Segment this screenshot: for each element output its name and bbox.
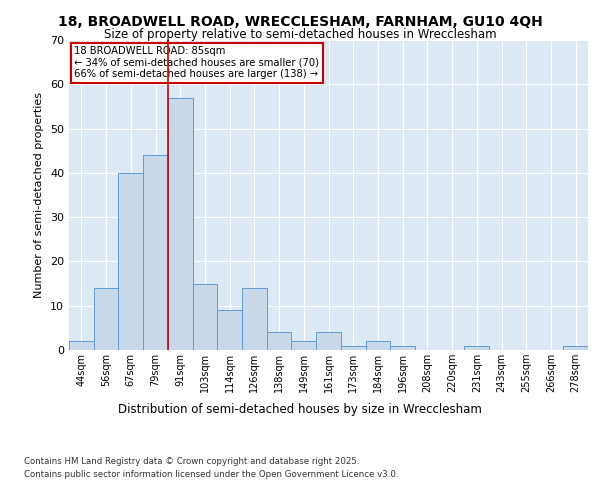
Bar [292, 341, 316, 350]
Bar [390, 346, 415, 350]
Text: 18, BROADWELL ROAD, WRECCLESHAM, FARNHAM, GU10 4QH: 18, BROADWELL ROAD, WRECCLESHAM, FARNHAM… [58, 15, 542, 29]
Bar [464, 346, 489, 350]
Text: 18 BROADWELL ROAD: 85sqm
← 34% of semi-detached houses are smaller (70)
66% of s: 18 BROADWELL ROAD: 85sqm ← 34% of semi-d… [74, 46, 319, 80]
Bar [94, 288, 118, 350]
Text: Contains public sector information licensed under the Open Government Licence v3: Contains public sector information licen… [24, 470, 398, 479]
Text: Size of property relative to semi-detached houses in Wrecclesham: Size of property relative to semi-detach… [104, 28, 496, 41]
Bar [118, 173, 143, 350]
Y-axis label: Number of semi-detached properties: Number of semi-detached properties [34, 92, 44, 298]
Bar [341, 346, 365, 350]
Bar [267, 332, 292, 350]
Bar [193, 284, 217, 350]
Bar [143, 155, 168, 350]
Bar [217, 310, 242, 350]
Bar [563, 346, 588, 350]
Text: Contains HM Land Registry data © Crown copyright and database right 2025.: Contains HM Land Registry data © Crown c… [24, 458, 359, 466]
Bar [69, 341, 94, 350]
Text: Distribution of semi-detached houses by size in Wrecclesham: Distribution of semi-detached houses by … [118, 402, 482, 415]
Bar [365, 341, 390, 350]
Bar [168, 98, 193, 350]
Bar [242, 288, 267, 350]
Bar [316, 332, 341, 350]
